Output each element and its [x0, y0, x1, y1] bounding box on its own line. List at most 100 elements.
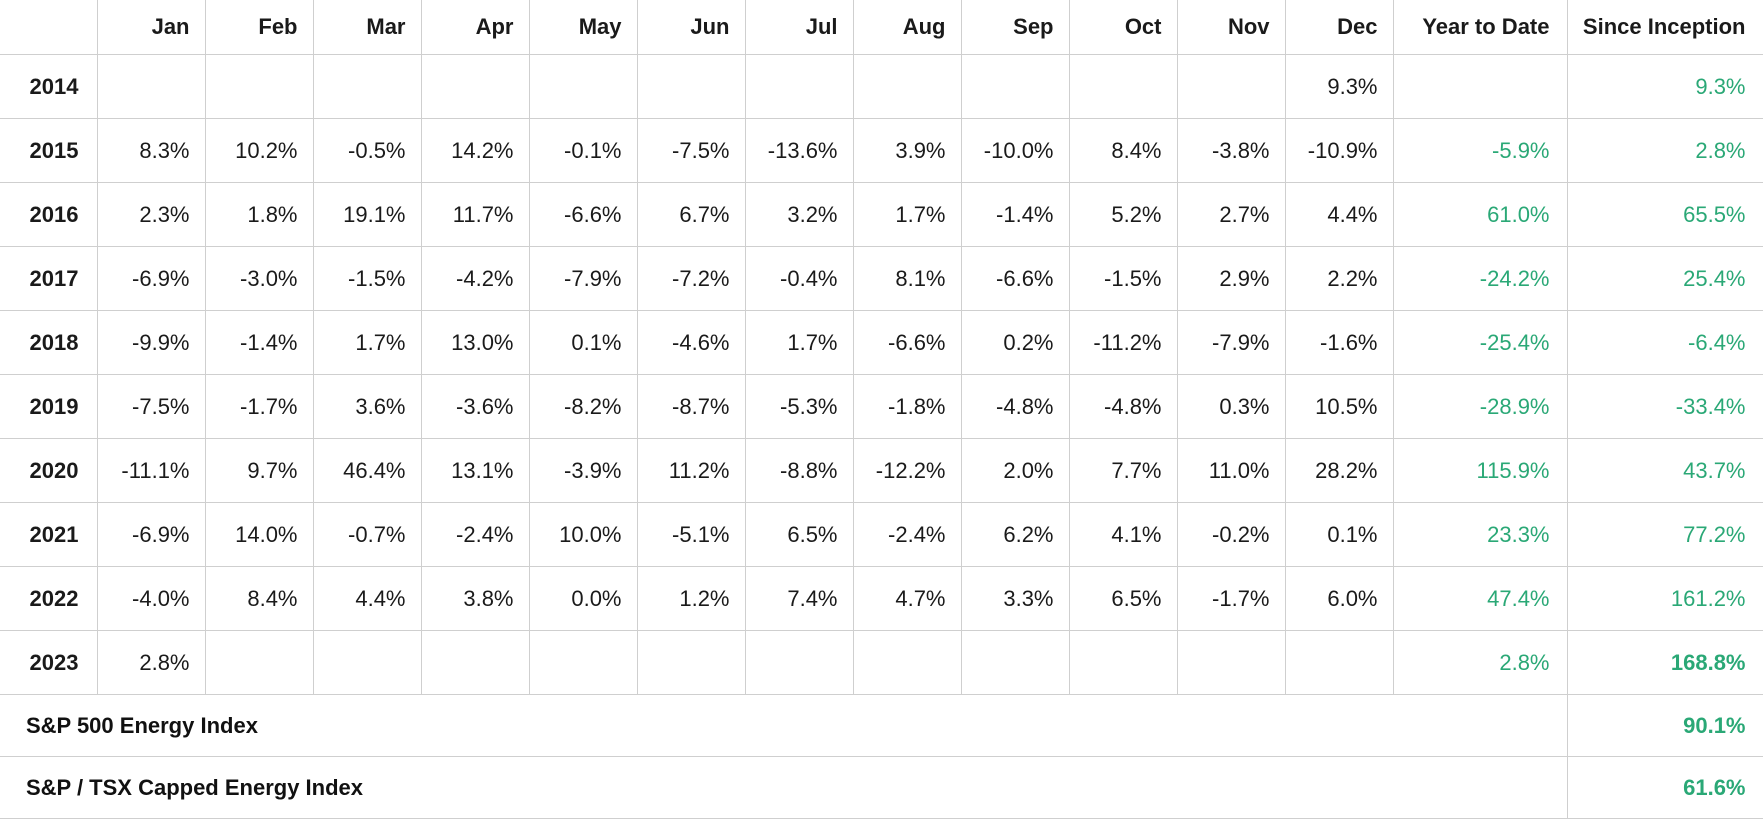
ytd-cell: -25.4% — [1392, 310, 1568, 375]
return-cell-apr: -3.6% — [420, 374, 530, 439]
return-cell-jul: -13.6% — [744, 118, 854, 183]
return-cell-aug: 4.7% — [852, 566, 962, 631]
since-inception-cell: 161.2% — [1566, 566, 1763, 631]
benchmark-name: S&P / TSX Capped Energy Index — [0, 756, 1568, 819]
return-cell-jun — [636, 630, 746, 695]
return-cell-feb: -1.7% — [204, 374, 314, 439]
return-cell-nov: 2.9% — [1176, 246, 1286, 311]
month-header-dec: Dec — [1284, 0, 1394, 55]
table-row: 2020 -11.1% 9.7% 46.4% 13.1% -3.9% 11.2% -8.8% -… — [0, 438, 1763, 503]
return-cell-dec: -10.9% — [1284, 118, 1394, 183]
return-cell-dec: 0.1% — [1284, 502, 1394, 567]
since-inception-cell: -6.4% — [1566, 310, 1763, 375]
return-cell-nov: -1.7% — [1176, 566, 1286, 631]
return-cell-sep: 2.0% — [960, 438, 1070, 503]
return-cell-oct: 7.7% — [1068, 438, 1178, 503]
return-cell-feb: 14.0% — [204, 502, 314, 567]
return-cell-may: -8.2% — [528, 374, 638, 439]
return-cell-jun: -7.5% — [636, 118, 746, 183]
benchmark-value: 90.1% — [1566, 694, 1763, 757]
year-cell: 2017 — [0, 246, 98, 311]
return-cell-feb — [204, 54, 314, 119]
return-cell-aug: -6.6% — [852, 310, 962, 375]
return-cell-dec: 9.3% — [1284, 54, 1394, 119]
return-cell-sep: -10.0% — [960, 118, 1070, 183]
return-cell-nov: 11.0% — [1176, 438, 1286, 503]
return-cell-jul: 7.4% — [744, 566, 854, 631]
return-cell-jan: 2.3% — [96, 182, 206, 247]
return-cell-feb: 8.4% — [204, 566, 314, 631]
return-cell-may: -3.9% — [528, 438, 638, 503]
return-cell-aug: -1.8% — [852, 374, 962, 439]
year-cell: 2016 — [0, 182, 98, 247]
return-cell-aug: 3.9% — [852, 118, 962, 183]
return-cell-apr — [420, 630, 530, 695]
since-inception-cell: 43.7% — [1566, 438, 1763, 503]
return-cell-mar: 19.1% — [312, 182, 422, 247]
table-row: 2022 -4.0% 8.4% 4.4% 3.8% 0.0% 1.2% 7.4% 4.7% 3.3… — [0, 566, 1763, 631]
year-cell: 2021 — [0, 502, 98, 567]
return-cell-mar — [312, 630, 422, 695]
corner-header-cell — [0, 0, 98, 55]
return-cell-jan: -7.5% — [96, 374, 206, 439]
return-cell-jan — [96, 54, 206, 119]
return-cell-sep: 3.3% — [960, 566, 1070, 631]
month-header-jul: Jul — [744, 0, 854, 55]
since-inception-cell: 25.4% — [1566, 246, 1763, 311]
return-cell-jul: 6.5% — [744, 502, 854, 567]
return-cell-jan: 8.3% — [96, 118, 206, 183]
return-cell-mar: 46.4% — [312, 438, 422, 503]
return-cell-may: -7.9% — [528, 246, 638, 311]
table-row: 2015 8.3% 10.2% -0.5% 14.2% -0.1% -7.5% -13.6% 3… — [0, 118, 1763, 183]
return-cell-jun — [636, 54, 746, 119]
ytd-cell: 23.3% — [1392, 502, 1568, 567]
return-cell-nov: -7.9% — [1176, 310, 1286, 375]
benchmark-row: S&P 500 Energy Index 90.1% — [0, 694, 1763, 757]
return-cell-nov — [1176, 630, 1286, 695]
return-cell-jan: -6.9% — [96, 246, 206, 311]
return-cell-jul: 3.2% — [744, 182, 854, 247]
year-cell: 2018 — [0, 310, 98, 375]
return-cell-aug: 8.1% — [852, 246, 962, 311]
year-cell: 2023 — [0, 630, 98, 695]
month-header-aug: Aug — [852, 0, 962, 55]
table-row: 2017 -6.9% -3.0% -1.5% -4.2% -7.9% -7.2% -0.4% 8… — [0, 246, 1763, 311]
return-cell-jun: -7.2% — [636, 246, 746, 311]
return-cell-jan: -6.9% — [96, 502, 206, 567]
table-row: 2021 -6.9% 14.0% -0.7% -2.4% 10.0% -5.1% 6.5% -2… — [0, 502, 1763, 567]
return-cell-may: -0.1% — [528, 118, 638, 183]
return-cell-jun: -8.7% — [636, 374, 746, 439]
return-cell-feb: 1.8% — [204, 182, 314, 247]
table-row: 2023 2.8% 2.8% 168.8% — [0, 630, 1763, 695]
return-cell-jul: -0.4% — [744, 246, 854, 311]
return-cell-nov: -3.8% — [1176, 118, 1286, 183]
return-cell-feb: 9.7% — [204, 438, 314, 503]
return-cell-nov: -0.2% — [1176, 502, 1286, 567]
year-cell: 2014 — [0, 54, 98, 119]
since-inception-cell: 168.8% — [1566, 630, 1763, 695]
return-cell-mar — [312, 54, 422, 119]
return-cell-feb: 10.2% — [204, 118, 314, 183]
return-cell-apr: 13.0% — [420, 310, 530, 375]
month-header-mar: Mar — [312, 0, 422, 55]
since-inception-header: Since Inception — [1566, 0, 1763, 55]
return-cell-jul: 1.7% — [744, 310, 854, 375]
return-cell-dec: 10.5% — [1284, 374, 1394, 439]
ytd-cell: -28.9% — [1392, 374, 1568, 439]
return-cell-jul: -8.8% — [744, 438, 854, 503]
return-cell-aug — [852, 630, 962, 695]
return-cell-sep: -6.6% — [960, 246, 1070, 311]
benchmark-value: 61.6% — [1566, 756, 1763, 819]
return-cell-may — [528, 630, 638, 695]
return-cell-jun: 6.7% — [636, 182, 746, 247]
month-header-may: May — [528, 0, 638, 55]
return-cell-oct: -1.5% — [1068, 246, 1178, 311]
return-cell-aug: 1.7% — [852, 182, 962, 247]
return-cell-jul — [744, 630, 854, 695]
return-cell-apr: 11.7% — [420, 182, 530, 247]
year-cell: 2019 — [0, 374, 98, 439]
ytd-cell: -24.2% — [1392, 246, 1568, 311]
year-cell: 2020 — [0, 438, 98, 503]
return-cell-oct: -4.8% — [1068, 374, 1178, 439]
